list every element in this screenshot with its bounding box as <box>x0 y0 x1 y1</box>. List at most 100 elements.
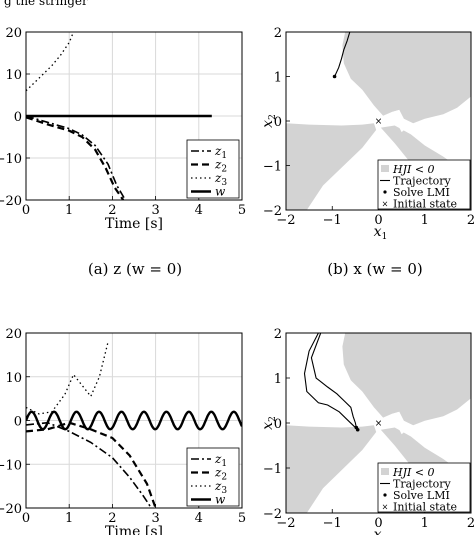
trajectory-line-1 <box>303 333 359 431</box>
legend-box <box>377 159 471 210</box>
legend-label-1: Trajectory <box>393 478 452 491</box>
x-tick-label: 5 <box>238 511 246 526</box>
x-axis-label: Time [s] <box>105 216 163 232</box>
series-line-z3 <box>26 32 75 92</box>
x-axis-label: x1 <box>374 527 388 535</box>
figure-header-text: g the stringer <box>4 0 88 8</box>
legend-label-0: HJI < 0 <box>392 466 435 479</box>
trajectory-line-2 <box>310 333 357 428</box>
x-tick-label: 4 <box>195 511 203 526</box>
y-tick-label: −20 <box>0 502 22 517</box>
legend-swatch-region <box>381 165 389 172</box>
axes-frame <box>285 332 472 514</box>
x-axis-label: x1 <box>374 224 388 242</box>
x-tick-label: −1 <box>323 213 342 228</box>
x-tick-label: 1 <box>421 213 429 228</box>
x-tick-label: 3 <box>151 203 159 218</box>
hji-notch <box>391 109 406 133</box>
series-line-z2 <box>26 421 157 508</box>
x-tick-label: 5 <box>238 203 246 218</box>
hji-region-2 <box>286 425 377 513</box>
legend-swatch-lmi <box>383 190 387 194</box>
x-tick-label: 2 <box>108 511 116 526</box>
axes-frame <box>25 332 243 509</box>
initial-state-marker: × <box>375 419 383 429</box>
series-line-w <box>26 410 242 431</box>
legend-box <box>377 462 471 513</box>
series-line-z1 <box>26 115 127 200</box>
hji-region-1 <box>342 333 471 426</box>
initial-state-marker: × <box>375 117 383 127</box>
hji-region-2 <box>286 123 377 210</box>
caption-a: (a) z (w = 0) <box>87 260 183 278</box>
legend-label-w: w <box>215 185 226 199</box>
chart-b: × −2 −1 0 1 2 2 1 0 −1 −2 x1 x2 HJI < 0TrajectorySolv… <box>260 26 474 242</box>
x-tick-label: 0 <box>22 203 30 218</box>
plot-area <box>26 32 212 200</box>
series-line-z3 <box>26 341 109 415</box>
legend-box <box>186 447 240 507</box>
y-axis-label: x2 <box>260 416 278 430</box>
y-tick-label: 10 <box>5 371 22 386</box>
y-tick-label: 2 <box>274 327 282 342</box>
legend-swatch-initial: × <box>382 503 389 512</box>
x-tick-label: 2 <box>467 213 474 228</box>
y-tick-label: 0 <box>274 115 282 130</box>
trajectory-line-1 <box>334 32 351 77</box>
y-tick-label: −1 <box>263 462 282 477</box>
x-tick-label: 3 <box>151 511 159 526</box>
y-tick-label: 0 <box>274 417 282 432</box>
y-tick-label: −1 <box>263 160 282 175</box>
x-tick-label: 0 <box>374 516 382 531</box>
y-tick-label: 0 <box>14 415 22 430</box>
caption-b: (b) x (w = 0) <box>327 260 423 278</box>
y-tick-label: 20 <box>5 327 22 342</box>
legend-label-0: HJI < 0 <box>392 163 435 176</box>
legend-label-2: Solve LMI <box>393 186 450 199</box>
plot-area <box>26 341 242 508</box>
series-line-z2 <box>26 116 125 200</box>
y-tick-label: −10 <box>0 152 22 167</box>
trajectory-end-point <box>332 74 337 79</box>
y-tick-label: 2 <box>274 26 282 41</box>
y-tick-label: 0 <box>14 110 22 125</box>
y-tick-label: 20 <box>5 26 22 41</box>
y-tick-label: −2 <box>263 507 282 522</box>
legend-box <box>186 139 240 199</box>
y-tick-label: 1 <box>274 71 282 86</box>
x-tick-label: −2 <box>276 213 295 228</box>
x-tick-label: 2 <box>108 203 116 218</box>
y-tick-label: 10 <box>5 68 22 83</box>
legend-swatch-initial: × <box>382 200 389 209</box>
x-tick-label: 0 <box>374 213 382 228</box>
x-tick-label: 2 <box>467 516 474 531</box>
x-tick-label: −2 <box>276 516 295 531</box>
y-tick-label: −2 <box>263 204 282 219</box>
y-tick-label: 1 <box>274 372 282 387</box>
chart-d: × −2 −1 0 1 2 2 1 0 −1 −2 x1 x2 HJI < 0TrajectorySolv… <box>260 327 474 535</box>
y-axis-label: x2 <box>260 114 278 128</box>
y-tick-label: −10 <box>0 458 22 473</box>
x-tick-label: 0 <box>22 511 30 526</box>
x-tick-label: 1 <box>421 516 429 531</box>
legend-swatch-lmi <box>383 493 387 497</box>
x-tick-label: −1 <box>323 516 342 531</box>
hji-region-1 <box>342 32 471 124</box>
axes-frame <box>285 31 472 211</box>
legend-label-3: Initial state <box>393 198 457 211</box>
hji-notch <box>391 411 406 435</box>
legend-label-w: w <box>215 493 226 507</box>
y-tick-label: −20 <box>0 194 22 209</box>
legend-label-1: Trajectory <box>393 175 452 188</box>
axes-frame <box>25 31 243 201</box>
legend-label-3: Initial state <box>393 501 457 514</box>
legend-label-2: Solve LMI <box>393 489 450 502</box>
x-tick-label: 4 <box>195 203 203 218</box>
